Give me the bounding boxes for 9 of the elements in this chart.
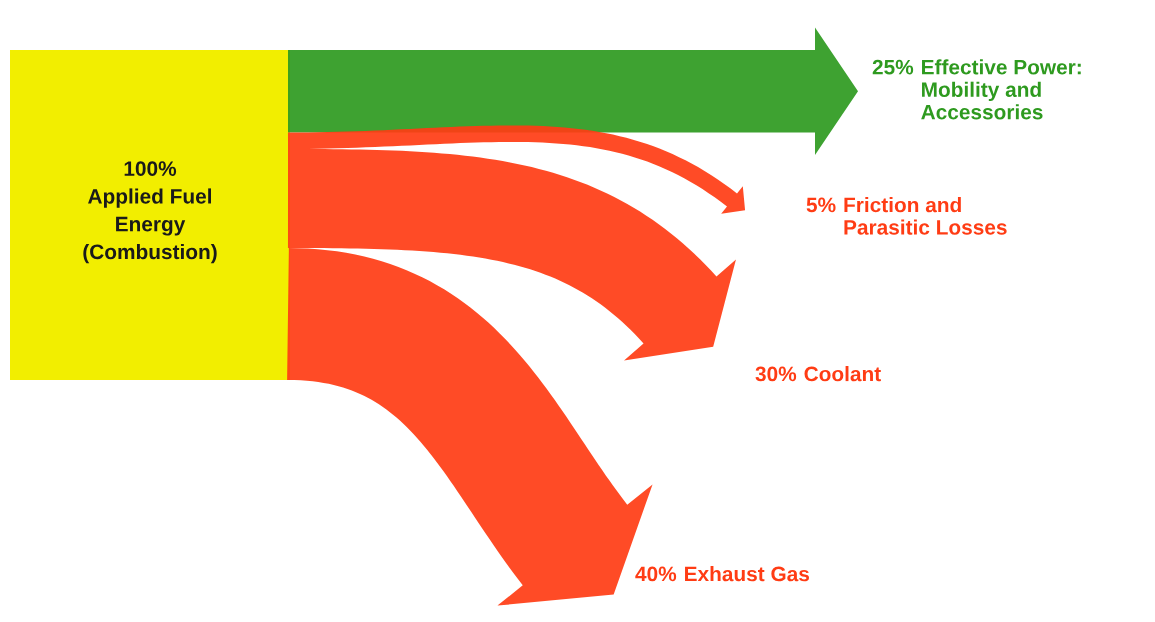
data-label: 30% — [755, 366, 797, 382]
category-label: Exhaust Gas — [685, 566, 809, 582]
category-label: Friction and Parasitic Losses — [844, 197, 1007, 235]
data-label: 25% — [872, 59, 914, 75]
category-label: Effective Power: Mobility and Accessories — [921, 59, 1081, 120]
data-label: 40% — [635, 566, 677, 582]
text: 100% Applied Fuel Energy (Combustion) — [83, 161, 217, 264]
data-label: 5% — [806, 197, 836, 213]
category-label: Coolant — [804, 366, 881, 382]
